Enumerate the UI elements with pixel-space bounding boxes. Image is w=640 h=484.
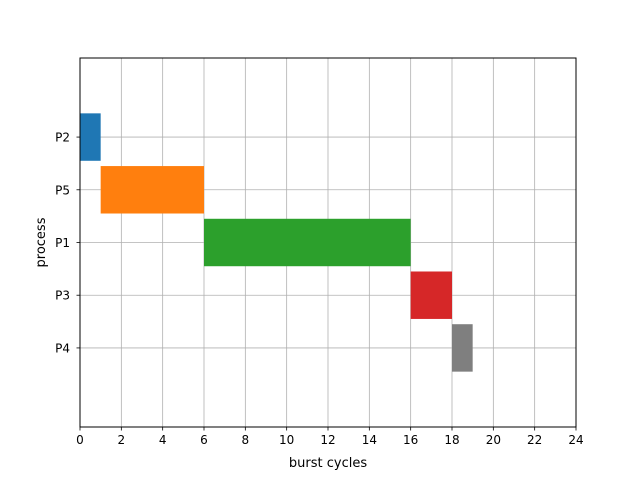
y-tick-label: P3 [55, 289, 70, 303]
x-tick-label: 14 [362, 433, 377, 447]
y-tick-label: P5 [55, 183, 70, 197]
y-tick-label: P1 [55, 236, 70, 250]
bars [80, 113, 473, 372]
bar-p2 [80, 113, 101, 161]
x-tick-label: 2 [118, 433, 126, 447]
x-tick-label: 20 [486, 433, 501, 447]
y-axis-label: process [34, 217, 49, 267]
x-tick-label: 10 [279, 433, 294, 447]
bar-p3 [410, 271, 452, 319]
bar-p4 [452, 324, 473, 372]
y-tick-label: P4 [55, 341, 70, 355]
x-tick-label: 4 [159, 433, 167, 447]
x-tick-label: 22 [527, 433, 542, 447]
y-axis-ticks: P4 P3 P1 P5 P2 [55, 131, 80, 355]
bar-p1 [204, 218, 411, 267]
x-tick-label: 16 [403, 433, 418, 447]
x-tick-label: 12 [320, 433, 335, 447]
x-tick-label: 0 [76, 433, 84, 447]
x-tick-label: 8 [242, 433, 250, 447]
x-tick-label: 24 [568, 433, 583, 447]
y-tick-label: P2 [55, 131, 70, 145]
x-axis-ticks: 0 2 4 6 8 10 12 14 16 18 20 22 24 [76, 427, 584, 447]
x-axis-label: burst cycles [289, 456, 367, 471]
x-tick-label: 18 [444, 433, 459, 447]
bar-p5 [100, 166, 204, 214]
x-tick-label: 6 [200, 433, 208, 447]
